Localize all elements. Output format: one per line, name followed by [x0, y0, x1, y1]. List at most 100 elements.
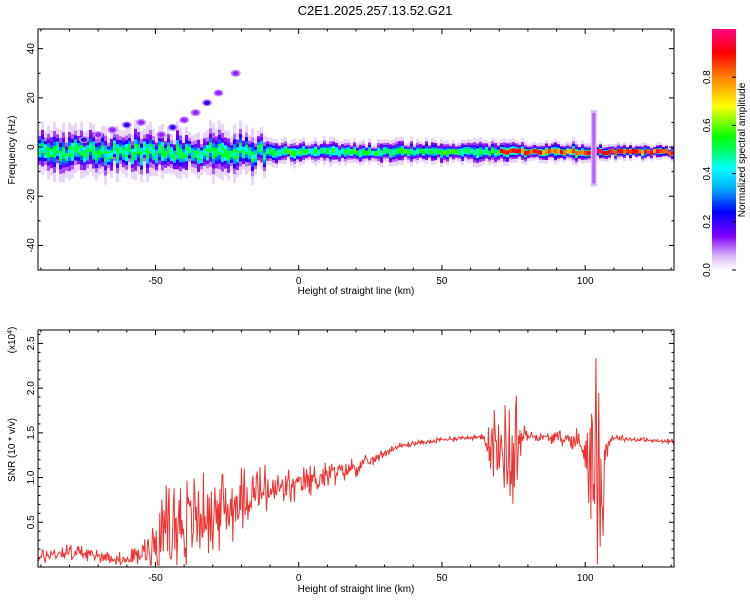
- spectrogram-cell: [341, 148, 344, 154]
- spectrogram-cell: [452, 149, 455, 154]
- spectrogram-cell: [446, 150, 449, 156]
- spectrogram-cell: [455, 149, 458, 155]
- spectrogram-cell: [74, 145, 77, 151]
- spectrogram-cell: [251, 154, 254, 160]
- colorbar-tick-label: 0.2: [702, 214, 713, 228]
- spectrogram-cell: [608, 150, 611, 155]
- spectrogram-cell: [284, 148, 287, 153]
- spectrogram-cell: [485, 148, 488, 154]
- spectrogram-cell: [233, 151, 236, 157]
- spectrogram-cell: [308, 149, 311, 154]
- spectrogram-cell: [104, 153, 107, 158]
- spectrogram-cell: [311, 149, 314, 155]
- spectrogram-cell: [374, 151, 377, 156]
- burst-core: [592, 113, 596, 184]
- spectrogram-cell: [245, 147, 248, 152]
- spectrogram-cell: [482, 149, 485, 155]
- colorbar-tick-label: 0.8: [702, 70, 713, 84]
- spectrogram-cell: [530, 149, 533, 155]
- spectrogram-cell: [299, 150, 302, 155]
- spectrogram-cell: [443, 150, 446, 155]
- spectrogram-cell: [122, 150, 125, 155]
- spectrogram-cell: [47, 150, 50, 155]
- spectrogram-y-axis-label: Frequency (Hz): [7, 116, 18, 185]
- spectrogram-cell: [353, 148, 356, 153]
- spectrogram-cell: [155, 154, 158, 159]
- spectrogram-cell: [623, 149, 626, 154]
- colorbar: 0.0 0.2 0.4 0.6 0.8 Normalized spectral ampl…: [702, 29, 748, 277]
- harmonic-blob-core: [192, 110, 199, 115]
- harmonic-blob-core: [95, 132, 102, 137]
- spectrogram-cell: [566, 148, 569, 154]
- spectrogram-cell: [89, 144, 92, 150]
- spectrogram-cell: [203, 149, 206, 155]
- spectrogram-cell: [197, 153, 200, 159]
- spectrogram-cell: [236, 152, 239, 158]
- spectrogram-cell: [545, 149, 548, 154]
- spectrogram-panel: -50 0 50 100 -40 -20 0 20 40 Height of straight…: [7, 28, 675, 297]
- spectrogram-cell: [170, 151, 173, 157]
- spectrogram-x-tick-label: 100: [577, 276, 594, 287]
- spectrogram-cell: [611, 148, 614, 153]
- spectrogram-cell: [509, 148, 512, 154]
- spectrogram-cell: [275, 151, 278, 156]
- spectrogram-cell: [359, 151, 362, 156]
- spectrogram-cell: [242, 150, 245, 155]
- snr-x-tick-label: 0: [296, 573, 302, 584]
- spectrogram-cell: [626, 148, 629, 154]
- spectrogram-cell: [386, 148, 389, 153]
- spectrogram-cell: [476, 151, 479, 156]
- spectrogram-cell: [317, 150, 320, 155]
- spectrogram-cell: [86, 150, 89, 156]
- spectrogram-cell: [248, 150, 251, 156]
- snr-y-multiplier: (x104): [7, 327, 19, 354]
- spectrogram-x-tick-label: 50: [436, 276, 448, 287]
- spectrogram-cell: [473, 150, 476, 155]
- spectrogram-cell: [425, 148, 428, 153]
- snr-y-ticks: 0.5 1.0 1.5 2.0 2.5: [26, 333, 674, 559]
- spectrogram-cell: [188, 147, 191, 152]
- spectrogram-cell: [146, 151, 149, 156]
- spectrogram-cell: [449, 149, 452, 154]
- spectrogram-cell: [470, 148, 473, 154]
- snr-x-tick-label: -50: [148, 573, 163, 584]
- spectrogram-cell: [254, 153, 257, 159]
- snr-y-tick-label: 1.5: [26, 425, 37, 439]
- spectrogram-cell: [152, 149, 155, 155]
- spectrogram-cell: [59, 153, 62, 159]
- colorbar-tick-label: 0.0: [702, 263, 713, 277]
- spectrogram-cell: [536, 149, 539, 154]
- spectrogram-cell: [605, 150, 608, 156]
- spectrogram-cell: [131, 154, 134, 159]
- spectrogram-cell: [266, 148, 269, 154]
- spectrogram-cell: [662, 149, 665, 154]
- spectrogram-cell: [548, 149, 551, 154]
- snr-series-line: [38, 357, 674, 566]
- spectrogram-cell: [362, 149, 365, 155]
- spectrogram-x-ticks: -50 0 50 100: [40, 29, 672, 287]
- spectrogram-cell: [431, 149, 434, 154]
- spectrogram-cell: [389, 151, 392, 156]
- spectrogram-cell: [635, 149, 638, 154]
- harmonic-blob-core: [138, 120, 145, 125]
- spectrogram-cell: [323, 148, 326, 153]
- spectrogram-cell: [434, 149, 437, 154]
- spectrogram-cell: [371, 150, 374, 156]
- spectrogram-cell: [191, 152, 194, 157]
- spectrogram-cell: [488, 151, 491, 156]
- spectrogram-cell: [599, 149, 602, 154]
- spectrogram-cell: [578, 150, 581, 156]
- spectrogram-cell: [461, 150, 464, 155]
- spectrogram-cell: [395, 149, 398, 154]
- spectrogram-x-tick-label: -50: [148, 276, 163, 287]
- spectrogram-cell: [110, 152, 113, 157]
- spectrogram-cell: [200, 154, 203, 159]
- harmonic-blob-core: [80, 137, 87, 142]
- spectrogram-cell: [56, 146, 59, 152]
- spectrogram-cell: [239, 145, 242, 150]
- harmonic-blob-core: [169, 125, 176, 130]
- spectrogram-cell: [263, 154, 266, 159]
- spectrogram-cell: [83, 152, 86, 157]
- spectrogram-cell: [428, 149, 431, 154]
- spectrogram-cell: [338, 151, 341, 156]
